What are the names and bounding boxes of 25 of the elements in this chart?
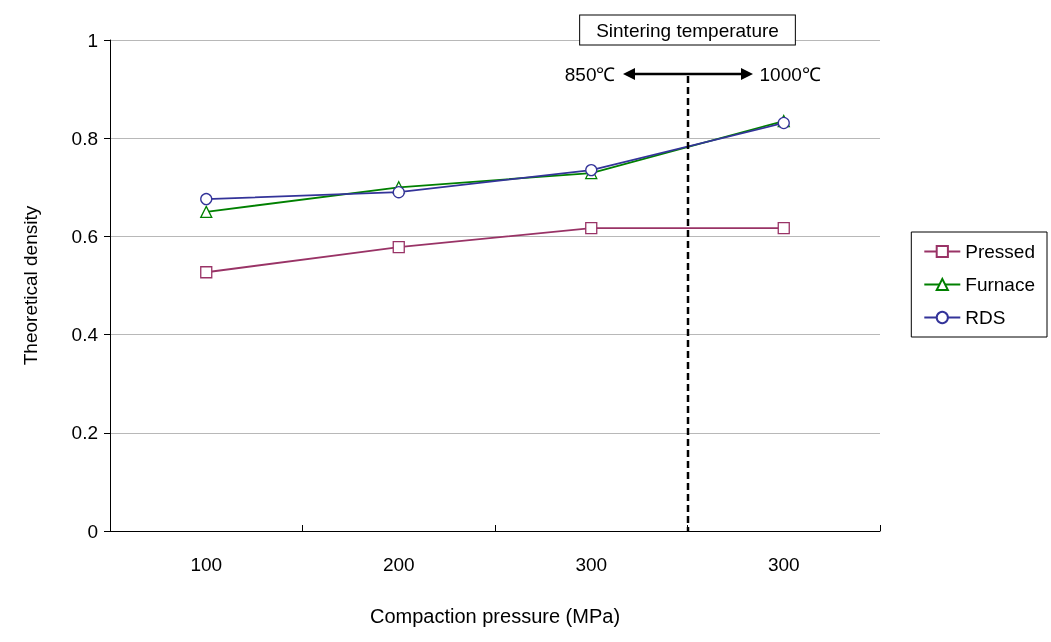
y-tick-label: 0.6 [71, 225, 98, 247]
point [200, 266, 213, 279]
point [392, 186, 405, 199]
x-tick-label: 200 [382, 554, 415, 575]
y-tick-label: 1 [87, 29, 98, 51]
x-tick-label: 100 [190, 554, 223, 575]
x-tick-label: 300 [575, 554, 608, 575]
point [392, 241, 405, 254]
x-tick-label: 300 [767, 554, 800, 575]
point [777, 221, 790, 235]
point [585, 221, 598, 235]
y-tick-label: 0.2 [71, 422, 98, 444]
legend-label: RDS [965, 307, 1006, 328]
annotation: Sintering temperature [596, 19, 779, 41]
y-tick-label: 0.8 [71, 127, 98, 149]
legend-label: Furnace [965, 274, 1035, 295]
annotation: 850℃ [564, 63, 616, 85]
y-tick-label: 0 [87, 520, 98, 542]
y-tick-label: 0.4 [71, 324, 99, 346]
legend-label: Pressed [965, 241, 1035, 262]
point [200, 205, 213, 218]
y-axis-title: Theoretical density [20, 205, 41, 366]
x-axis-title: Compaction pressure (MPa) [369, 605, 621, 627]
point [200, 192, 213, 206]
annotation: 1000℃ [759, 63, 821, 85]
